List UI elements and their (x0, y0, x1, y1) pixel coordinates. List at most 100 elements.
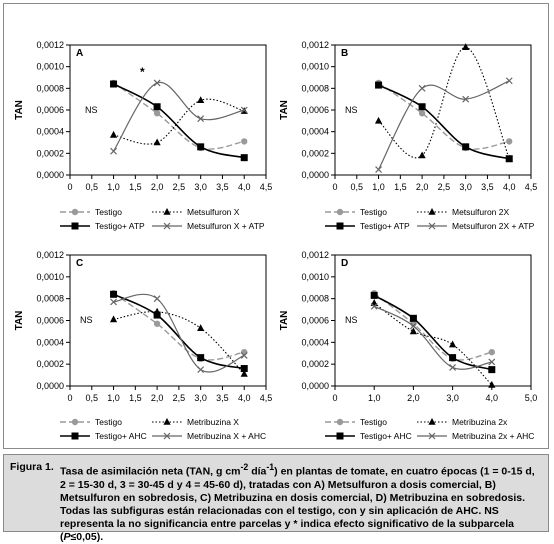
data-point-triangle (109, 130, 118, 138)
x-tick-label: 1,0 (107, 393, 120, 403)
x-tick-label: 3,5 (216, 182, 229, 192)
legend-marker-circle (71, 208, 79, 216)
x-tick-label: 4,0 (486, 393, 499, 403)
data-point-square (505, 155, 513, 163)
legend-entry-label: Testigo (360, 417, 387, 427)
caption-sup-a: -2 (240, 462, 249, 472)
panel-letter: D (341, 258, 348, 269)
y-tick-label: 0,0004 (301, 337, 329, 347)
y-tick-label: 0,0008 (301, 294, 329, 304)
caption-text-c: ) en plantas de tomate, en cuatro épocas… (60, 465, 535, 543)
x-tick-label: 4,5 (260, 182, 273, 192)
data-point-x (488, 358, 496, 366)
legend-marker-triangle (428, 208, 436, 215)
data-point-square (375, 81, 383, 89)
x-tick-label: 0,5 (351, 182, 364, 192)
x-tick-label: 1,0 (368, 393, 381, 403)
x-tick-label: 1,5 (129, 182, 142, 192)
data-point-circle (506, 138, 513, 145)
legend-entry-label: Testigo+ AHC (360, 431, 412, 441)
y-tick-label: 0,0010 (301, 62, 329, 72)
y-tick-label: 0,0002 (301, 148, 329, 158)
y-tick-label: 0,0012 (301, 40, 329, 50)
x-tick-label: 3,0 (446, 393, 459, 403)
plot-frame (334, 44, 532, 176)
data-point-square (488, 366, 496, 374)
data-point-square (153, 311, 161, 319)
x-tick-label: 0 (332, 182, 337, 192)
y-axis-label: TAN (279, 311, 290, 331)
chart-panel-b: 0,0000 0,0002 0,0004 0,0006 0,0008 0,0010 0,00… (279, 40, 537, 231)
data-point-x (153, 79, 161, 87)
series-line-2 (113, 311, 245, 375)
plot-frame (69, 44, 267, 176)
data-point-triangle (109, 315, 118, 323)
plot-frame (69, 254, 267, 387)
x-tick-label: 2,5 (173, 182, 186, 192)
legend-entry-label: Metribuzina X + AHC (187, 431, 266, 441)
y-tick-label: 0,0004 (301, 127, 329, 137)
y-tick-label: 0,0008 (36, 83, 64, 93)
y-tick-label: 0,0010 (36, 62, 64, 72)
series-line-2 (113, 98, 245, 145)
x-tick-label: 0,5 (86, 182, 99, 192)
y-tick-label: 0,0012 (36, 40, 64, 50)
data-point-triangle (449, 340, 457, 348)
legend-entry-label: Metsulfuron X + ATP (187, 221, 265, 231)
legend-marker-square (336, 222, 344, 230)
series-line-3 (113, 293, 245, 370)
legend-entry-label: Metsulfuron 2X (452, 207, 509, 217)
x-tick-label: 3,0 (194, 393, 207, 403)
data-point-square (240, 365, 248, 373)
data-point-circle (241, 138, 248, 145)
x-tick-label: 2,0 (416, 182, 429, 192)
y-axis-label: TAN (279, 100, 290, 120)
legend-entry-label: Metsulfuron X (187, 207, 240, 217)
y-tick-label: 0,0004 (36, 337, 64, 347)
series-line-1 (373, 292, 492, 361)
data-point-triangle (197, 96, 205, 104)
y-tick-label: 0,0010 (301, 272, 329, 282)
series-line-3 (113, 83, 245, 159)
data-point-square (197, 354, 205, 362)
legend-marker-x (428, 222, 436, 230)
legend-marker-circle (336, 418, 344, 426)
legend: Testigo Metsulfuron X Testigo+ ATP Metsulfu… (60, 207, 265, 231)
legend-marker-x (163, 432, 171, 440)
data-point-x (449, 364, 457, 371)
data-point-x (110, 147, 117, 155)
chart-panel-c: 0,0000 0,0002 0,0004 0,0006 0,0008 0,0010 0,00… (14, 250, 272, 441)
data-point-triangle (409, 327, 417, 335)
series-line-2 (378, 46, 510, 159)
x-tick-label: 2,0 (151, 393, 164, 403)
data-point-x (370, 302, 378, 310)
caption-text-d: ≤0,05). (70, 530, 104, 543)
y-tick-label: 0,0002 (36, 148, 64, 158)
y-tick-label: 0,0006 (36, 105, 64, 115)
x-tick-label: 4,5 (525, 182, 538, 192)
x-tick-label: 4,0 (238, 182, 251, 192)
y-tick-label: 0,0000 (301, 170, 329, 180)
series-line-4 (113, 81, 245, 152)
data-point-triangle (370, 299, 378, 306)
legend-entry-label: Testigo (95, 417, 122, 427)
series-line-1 (378, 82, 510, 150)
legend-marker-square (71, 432, 79, 440)
legend-entry-label: Testigo+ AHC (95, 431, 147, 441)
x-tick-label: 2,5 (438, 182, 451, 192)
x-tick-label: 0 (67, 393, 72, 403)
x-tick-label: 2,0 (407, 393, 420, 403)
x-tick-label: 1,5 (394, 182, 407, 192)
x-tick-label: 4,5 (260, 393, 273, 403)
data-point-square (110, 290, 118, 298)
series-line-4 (113, 293, 245, 373)
legend-marker-square (336, 432, 344, 440)
figure-frame (3, 3, 549, 449)
caption-text: Tasa de asimilación neta (TAN, g cm-2 dí… (60, 461, 536, 544)
x-tick-label: 0 (67, 182, 72, 192)
figure-caption: Figura 1. Tasa de asimilación neta (TAN, … (3, 454, 549, 543)
data-point-square (418, 103, 426, 111)
x-tick-label: 1,0 (372, 182, 385, 192)
y-tick-label: 0,0008 (301, 83, 329, 93)
data-point-x (418, 84, 426, 92)
